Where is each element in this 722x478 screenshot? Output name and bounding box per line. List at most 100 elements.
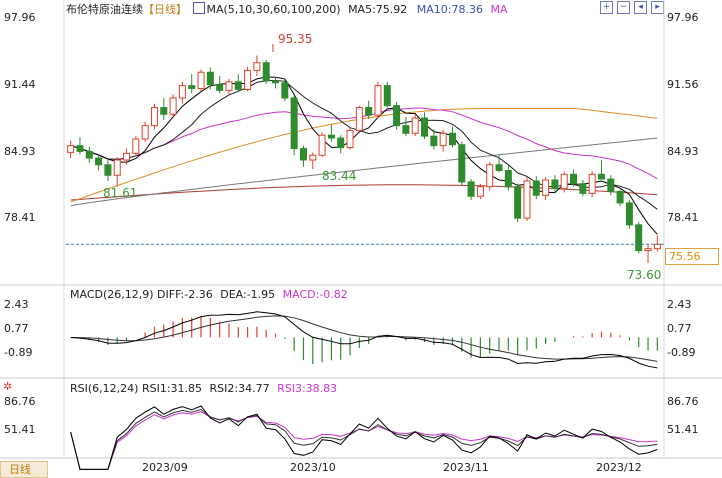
candle-body: [85, 150, 93, 159]
price-axis-label: 91.56: [667, 78, 699, 91]
instrument-title: 布伦特原油连续: [66, 3, 143, 16]
candle-body: [644, 248, 652, 252]
settings-gear-icon[interactable]: ✲: [3, 380, 13, 393]
candle-body: [393, 105, 401, 127]
rsi-header: RSI(6,12,24) RSI1:31.85 RSI2:34.77 RSI3:…: [70, 382, 337, 395]
candle-body: [197, 71, 205, 89]
candle-body: [123, 152, 131, 161]
candle-body: [616, 190, 624, 204]
x-axis-label: 2023/10: [290, 461, 336, 474]
price-axis-label: 78.41: [667, 211, 699, 224]
ma10-line: [70, 79, 658, 210]
candle-body: [355, 107, 363, 131]
price-axis-label: 97.96: [4, 11, 36, 24]
candle-body: [486, 164, 494, 188]
candle-body: [206, 71, 214, 86]
ma200-line: [70, 184, 658, 201]
candle-body: [281, 82, 289, 99]
candle-body: [448, 132, 456, 146]
candle-body: [402, 125, 410, 134]
candle-body: [299, 148, 307, 161]
candle-body: [635, 224, 643, 252]
candle-body: [383, 85, 391, 107]
candle-body: [523, 180, 531, 219]
candle-body: [588, 173, 596, 194]
candle-body: [421, 117, 429, 137]
candle-body: [374, 85, 382, 116]
low-annotation: 83.44: [322, 169, 357, 183]
ma10-value: MA10:78.36: [416, 3, 483, 16]
candle-body: [95, 157, 103, 166]
scroll-left-button[interactable]: ◂: [634, 1, 647, 14]
price-axis-label: 97.96: [667, 11, 699, 24]
rsi-axis-label: 51.41: [4, 423, 36, 436]
price-axis-label: 84.93: [667, 145, 699, 158]
macd-axis-label: 2.43: [667, 298, 692, 311]
candle-body: [579, 183, 587, 194]
candle-body: [290, 97, 298, 150]
candle-body: [244, 69, 252, 90]
candle-body: [570, 173, 578, 185]
dea-line: [70, 315, 658, 362]
price-axis-label: 84.93: [4, 145, 36, 158]
macd-axis-label: -0.89: [667, 346, 696, 359]
chart-header: 布伦特原油连续【日线】 MA(5,10,30,60,100,200) MA5:7…: [66, 1, 508, 17]
candle-body: [160, 107, 168, 115]
ma5-line: [70, 76, 658, 235]
candle-body: [365, 107, 373, 116]
macd-axis-label: -0.89: [4, 346, 33, 359]
macd-header: MACD(26,12,9) DIFF:-2.36 DEA:-1.95 MACD:…: [70, 288, 348, 301]
x-axis-label: 2023/11: [443, 461, 489, 474]
diff-line: [70, 311, 658, 369]
zoom-out-button[interactable]: −: [617, 1, 630, 14]
ma-more-value: MA: [490, 3, 508, 16]
macd-axis-label: 0.77: [667, 322, 692, 335]
ma5-value: MA5:75.92: [348, 3, 408, 16]
price-axis-label: 78.41: [4, 211, 36, 224]
macd-axis-label: 0.77: [4, 322, 29, 335]
candle-body: [169, 97, 177, 115]
candle-body: [597, 173, 605, 180]
candle-body: [132, 138, 140, 154]
macd-params[interactable]: MACD(26,12,9): [70, 288, 154, 301]
period-label[interactable]: 【日线】: [143, 3, 187, 16]
high-annotation: 95.35: [278, 32, 313, 46]
candle-body: [625, 202, 633, 226]
macd-value: MACD:-0.82: [282, 288, 348, 301]
candle-body: [476, 186, 484, 197]
candle-body: [542, 179, 550, 196]
candle-body: [272, 80, 280, 84]
rsi3-value: RSI3:38.83: [277, 382, 338, 395]
candle-body: [234, 81, 242, 90]
zoom-in-button[interactable]: +: [600, 1, 613, 14]
macd-diff: DIFF:-2.36: [157, 288, 213, 301]
candle-body: [67, 145, 75, 153]
candle-body: [337, 137, 345, 149]
candle-body: [411, 117, 419, 134]
candle-body: [76, 145, 84, 152]
candle-body: [514, 186, 522, 219]
candle-body: [653, 243, 661, 250]
candle-body: [607, 178, 615, 192]
rsi1-value: RSI1:31.85: [141, 382, 203, 395]
candle-body: [262, 62, 270, 82]
x-axis-label: 2023/09: [142, 461, 188, 474]
candle-body: [309, 154, 317, 161]
candle-body: [253, 62, 261, 71]
ma60-line: [70, 108, 658, 203]
rsi-axis-label: 51.41: [667, 423, 699, 436]
rsi-params[interactable]: RSI(6,12,24): [70, 382, 139, 395]
ma-indicator-icon[interactable]: [192, 2, 205, 14]
macd-axis-label: 2.43: [4, 298, 29, 311]
candle-body: [532, 180, 540, 196]
rsi-axis-label: 86.76: [4, 395, 36, 408]
period-tab[interactable]: 日线: [0, 461, 48, 478]
rsi1-line: [70, 405, 658, 470]
candle-body: [141, 125, 149, 140]
macd-dea: DEA:-1.95: [220, 288, 276, 301]
candle-body: [318, 134, 326, 156]
candle-body: [458, 144, 466, 183]
last-price-box: 75.56: [665, 248, 719, 265]
ma30-line: [70, 107, 658, 180]
